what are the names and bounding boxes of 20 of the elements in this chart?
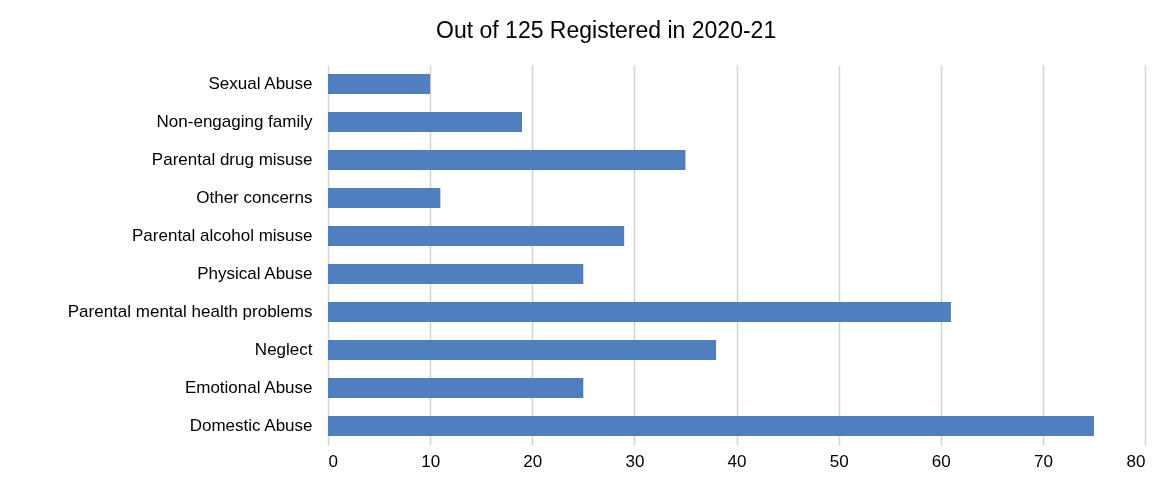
x-tick-label: 20 bbox=[523, 451, 543, 471]
y-tick-label: Emotional Abuse bbox=[184, 378, 313, 397]
x-tick-label: 10 bbox=[421, 451, 441, 471]
y-tick-label: Parental mental health problems bbox=[67, 302, 313, 321]
x-tick-label: 50 bbox=[829, 451, 849, 471]
y-tick-label: Physical Abuse bbox=[197, 264, 313, 283]
x-tick-label: 30 bbox=[625, 451, 645, 471]
y-tick-label: Neglect bbox=[254, 340, 313, 359]
y-tick-label: Other concerns bbox=[196, 188, 313, 207]
x-tick-label: 70 bbox=[1033, 451, 1053, 471]
x-tick-label: 40 bbox=[727, 451, 747, 471]
y-tick-label: Domestic Abuse bbox=[189, 416, 313, 435]
y-tick-label: Sexual Abuse bbox=[208, 74, 313, 93]
x-tick-label: 80 bbox=[1126, 451, 1146, 471]
y-tick-label: Non-engaging family bbox=[156, 112, 313, 131]
y-tick-label: Parental drug misuse bbox=[151, 150, 313, 169]
y-tick-label: Parental alcohol misuse bbox=[132, 226, 313, 245]
x-tick-label: 60 bbox=[931, 451, 951, 471]
chart-title: Out of 125 Registered in 2020-21 bbox=[436, 17, 777, 43]
x-tick-label: 0 bbox=[328, 451, 338, 471]
